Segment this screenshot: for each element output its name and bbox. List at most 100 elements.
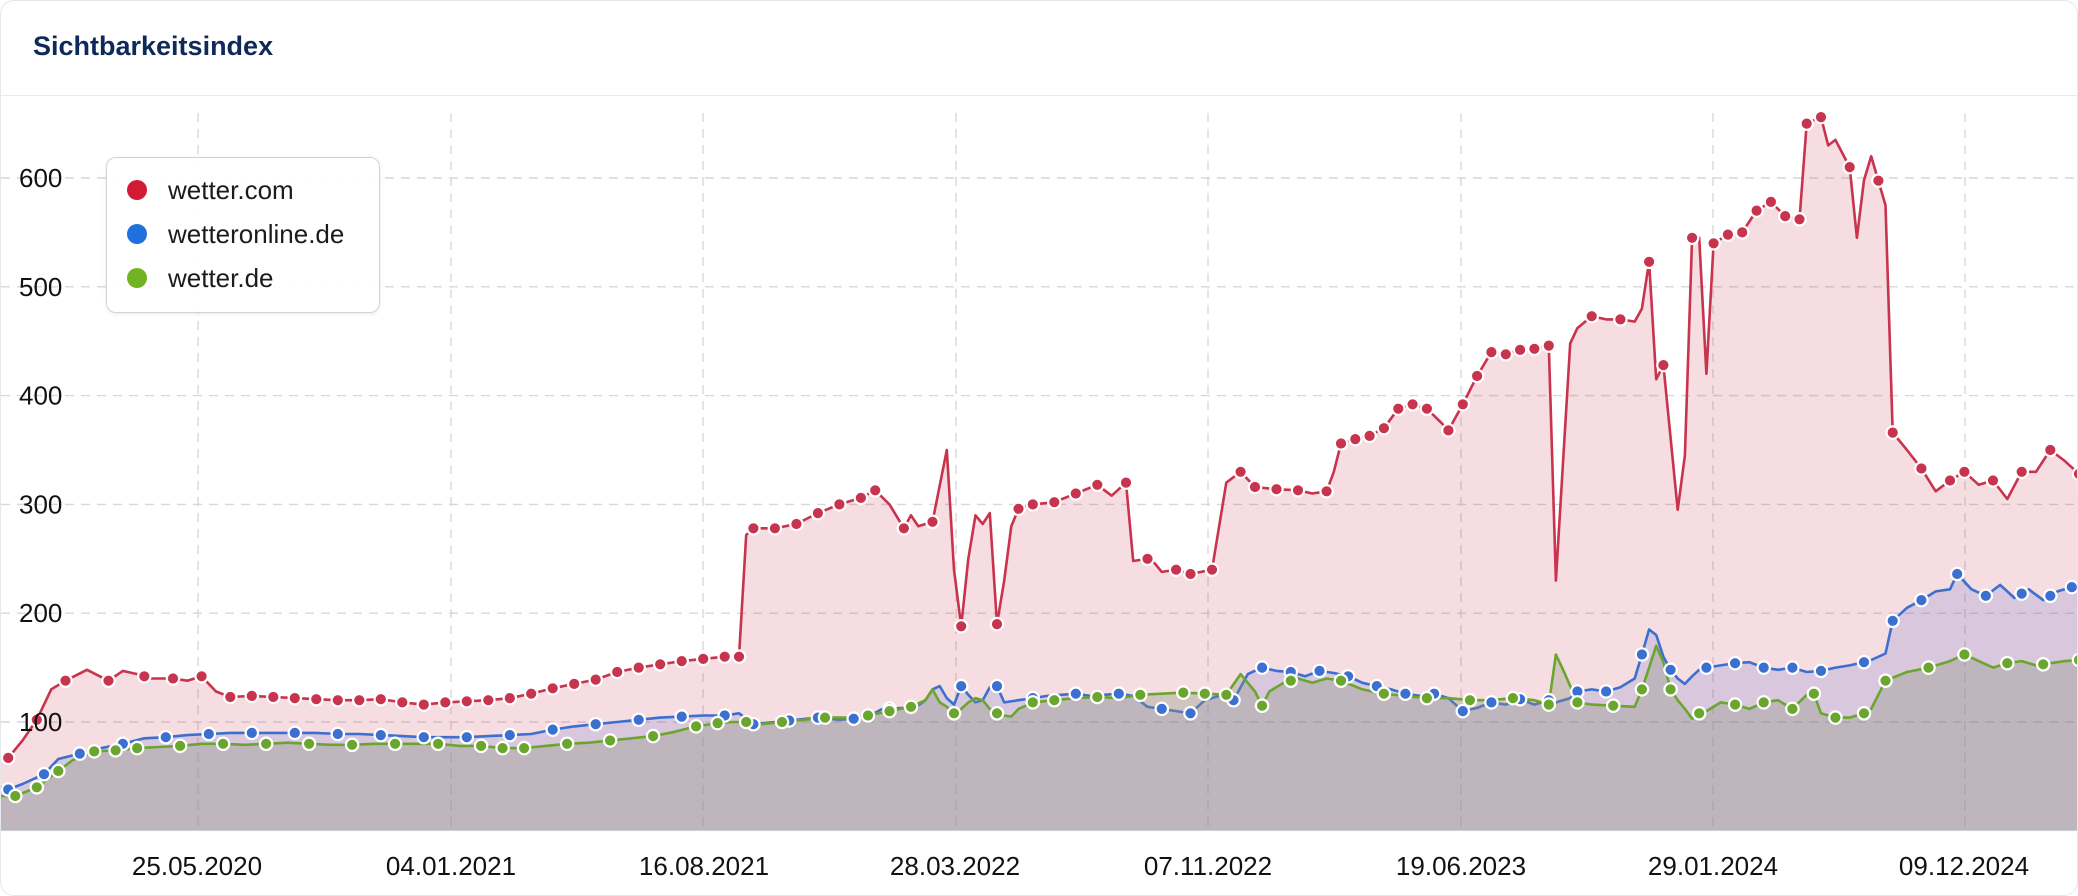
- data-point-wetter-com: [789, 516, 804, 532]
- data-point-wetter-com: [1376, 420, 1392, 436]
- data-point-wetter-com: [29, 712, 45, 728]
- series-area-wetter-com: [1, 117, 2077, 830]
- data-point-wetteronline-de: [1598, 684, 1614, 699]
- x-tick-label: 29.01.2024: [1648, 851, 1778, 881]
- data-point-wetter-de: [645, 728, 661, 744]
- chart-legend: wetter.com wetteronline.de wetter.de: [106, 157, 380, 313]
- data-point-wetteronline-de: [1183, 705, 1198, 721]
- data-point-wetter-com: [1068, 486, 1084, 501]
- data-point-wetter-de: [1957, 647, 1972, 662]
- data-point-wetter-de: [882, 703, 897, 719]
- data-point-wetter-de: [1505, 690, 1521, 706]
- data-point-wetter-com: [1090, 477, 1105, 493]
- data-point-wetter-de: [1541, 697, 1557, 712]
- x-tick-label: 07.11.2022: [1144, 851, 1272, 881]
- data-point-wetter-com: [1498, 346, 1514, 362]
- data-point-wetteronline-de: [201, 726, 217, 742]
- legend-item-wetteronline-de[interactable]: wetteronline.de: [127, 212, 344, 256]
- data-point-wetter-de: [1047, 692, 1062, 708]
- data-point-wetter-de: [1878, 673, 1893, 688]
- data-point-wetter-de: [1856, 705, 1872, 721]
- data-point-wetter-com: [1641, 254, 1657, 270]
- legend-item-wetter-com[interactable]: wetter.com: [127, 168, 294, 212]
- data-point-wetteronline-de: [2043, 588, 2058, 604]
- data-point-wetteronline-de: [1727, 655, 1743, 671]
- data-point-wetter-com: [1140, 551, 1155, 567]
- data-point-wetter-de: [108, 742, 123, 758]
- data-point-wetteronline-de: [588, 716, 603, 732]
- data-point-wetteronline-de: [330, 726, 346, 742]
- data-point-wetter-de: [710, 715, 725, 731]
- data-point-wetter-de: [430, 736, 446, 752]
- legend-item-wetter-de[interactable]: wetter.de: [127, 256, 274, 300]
- data-point-wetter-com: [896, 520, 912, 536]
- legend-label: wetter.de: [168, 262, 274, 293]
- data-point-wetter-de: [1691, 705, 1707, 721]
- legend-marker-green-dot: [127, 268, 147, 288]
- x-tick-label: 04.01.2021: [386, 851, 516, 881]
- data-point-wetter-com: [437, 695, 453, 710]
- data-point-wetteronline-de: [1484, 695, 1499, 710]
- data-point-wetter-de: [1419, 690, 1435, 706]
- data-point-wetter-com: [1914, 461, 1929, 476]
- data-point-wetter-com: [1204, 562, 1220, 577]
- data-point-wetter-com: [1348, 431, 1363, 447]
- data-point-wetter-de: [1025, 695, 1041, 710]
- data-point-wetter-com: [194, 668, 209, 684]
- data-point-wetter-de: [1921, 660, 1936, 675]
- data-point-wetter-com: [165, 671, 181, 686]
- data-point-wetter-com: [1985, 473, 2001, 488]
- data-point-wetter-de: [1806, 686, 1822, 701]
- data-point-wetter-com: [566, 676, 582, 692]
- legend-marker-red-dot: [127, 180, 147, 200]
- data-point-wetter-com: [1541, 338, 1557, 353]
- data-point-wetter-com: [1720, 227, 1736, 242]
- data-point-wetter-de: [1219, 687, 1234, 703]
- data-point-wetter-com: [1942, 473, 1958, 488]
- data-point-wetter-com: [1247, 479, 1263, 495]
- data-point-wetter-de: [1133, 687, 1148, 703]
- data-point-wetter-com: [953, 618, 969, 634]
- data-point-wetteronline-de: [1756, 660, 1771, 675]
- data-point-wetteronline-de: [2014, 586, 2029, 601]
- data-point-wetter-de: [86, 744, 102, 759]
- y-tick-label: 300: [19, 489, 62, 519]
- y-axis-ticks: 100 200 300 400 500 600: [19, 163, 62, 737]
- data-point-wetter-com: [767, 520, 783, 536]
- data-point-wetteronline-de: [545, 722, 560, 737]
- data-point-wetter-com: [925, 514, 940, 530]
- data-point-wetter-com: [265, 689, 281, 705]
- data-point-wetter-com: [1, 750, 16, 766]
- data-point-wetter-de: [473, 738, 489, 754]
- data-point-wetter-de: [1333, 673, 1349, 688]
- data-point-wetter-com: [1584, 308, 1599, 324]
- data-point-wetter-com: [223, 689, 238, 705]
- data-point-wetter-com: [101, 673, 116, 688]
- data-point-wetteronline-de: [1856, 654, 1872, 670]
- data-point-wetter-de: [1634, 682, 1650, 697]
- data-point-wetteronline-de: [674, 709, 689, 724]
- data-point-wetter-com: [1419, 401, 1435, 416]
- data-point-wetter-com: [989, 616, 1005, 632]
- x-tick-label: 16.08.2021: [639, 851, 769, 881]
- data-point-wetter-de: [1727, 697, 1743, 712]
- data-point-wetter-com: [1362, 428, 1377, 444]
- y-tick-label: 500: [19, 272, 62, 302]
- data-point-wetteronline-de: [1813, 663, 1829, 679]
- data-point-wetter-com: [631, 660, 646, 675]
- data-point-wetteronline-de: [1398, 686, 1413, 701]
- data-point-wetter-com: [373, 691, 389, 707]
- data-point-wetter-de: [774, 714, 790, 730]
- data-point-wetteronline-de: [287, 725, 303, 741]
- legend-label: wetteronline.de: [168, 218, 345, 249]
- data-point-wetteronline-de: [1663, 662, 1678, 678]
- data-point-wetteronline-de: [1312, 663, 1327, 679]
- data-point-wetter-com: [1484, 344, 1499, 360]
- data-point-wetteronline-de: [953, 678, 969, 694]
- data-point-wetter-de: [172, 738, 188, 754]
- data-point-wetter-com: [1469, 368, 1485, 384]
- data-point-wetter-de: [946, 705, 962, 721]
- data-point-wetter-com: [1527, 341, 1542, 357]
- data-point-wetteronline-de: [1699, 660, 1714, 675]
